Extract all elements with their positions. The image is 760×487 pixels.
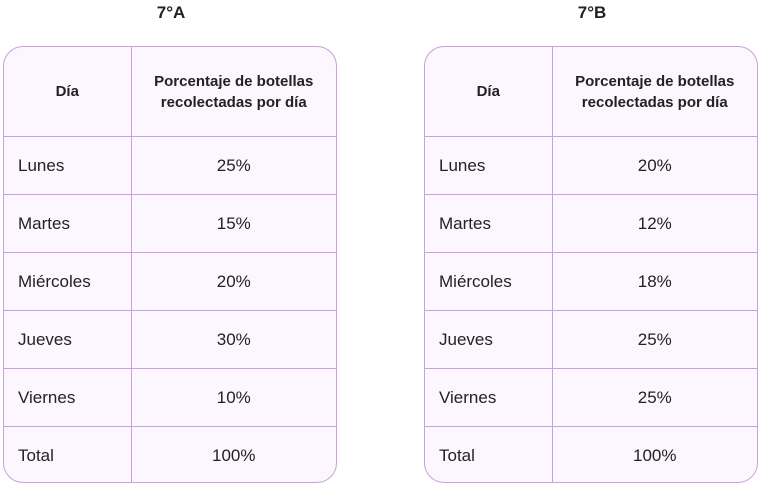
bottles-table: Día Porcentaje de botellas recolectadas …	[4, 47, 336, 482]
percentage-column-header: Porcentaje de botellas recolectadas por …	[131, 47, 336, 137]
table-card: Día Porcentaje de botellas recolectadas …	[424, 46, 758, 483]
total-value-cell: 100%	[633, 445, 677, 465]
day-cell: Viernes	[4, 368, 132, 427]
day-column-header: Día	[425, 47, 553, 137]
header-row: Día Porcentaje de botellas recolectadas …	[4, 47, 336, 137]
day-cell: Miércoles	[4, 252, 132, 311]
day-cell: Jueves	[425, 310, 553, 369]
table-row: Miércoles 20%	[4, 252, 336, 311]
table-row: Lunes 20%	[425, 136, 757, 195]
table-block-7a: 7°A Día Porcentaje de botellas recolecta…	[3, 0, 339, 483]
day-cell: Viernes	[425, 368, 553, 427]
total-label-cell: Total	[425, 426, 553, 482]
day-cell: Lunes	[4, 136, 132, 195]
percentage-cell: 12%	[552, 194, 757, 253]
table-row: Lunes 25%	[4, 136, 336, 195]
day-column-header: Día	[4, 47, 132, 137]
percentage-cell: 15%	[131, 194, 336, 253]
percentage-cell: 25%	[552, 368, 757, 427]
table-row: Martes 15%	[4, 194, 336, 253]
total-row: Total 100%	[425, 426, 757, 482]
table-row: Martes 12%	[425, 194, 757, 253]
table-row: Jueves 25%	[425, 310, 757, 369]
table-card: Día Porcentaje de botellas recolectadas …	[3, 46, 337, 483]
table-row: Jueves 30%	[4, 310, 336, 369]
table-title: 7°A	[156, 3, 186, 22]
table-row: Viernes 25%	[425, 368, 757, 427]
percentage-cell: 25%	[131, 136, 336, 195]
table-title: 7°B	[577, 3, 607, 22]
total-value-cell: 100%	[212, 445, 256, 465]
table-block-7b: 7°B Día Porcentaje de botellas recolecta…	[424, 0, 760, 483]
percentage-header-text: Porcentaje de botellas recolectadas por …	[154, 72, 314, 111]
percentage-cell: 18%	[552, 252, 757, 311]
day-cell: Jueves	[4, 310, 132, 369]
table-row: Viernes 10%	[4, 368, 336, 427]
percentage-cell: 25%	[552, 310, 757, 369]
total-label-cell: Total	[4, 426, 132, 482]
day-cell: Miércoles	[425, 252, 553, 311]
header-row: Día Porcentaje de botellas recolectadas …	[425, 47, 757, 137]
percentage-cell: 20%	[552, 136, 757, 195]
percentage-cell: 10%	[131, 368, 336, 427]
day-cell: Martes	[4, 194, 132, 253]
total-row: Total 100%	[4, 426, 336, 482]
day-cell: Martes	[425, 194, 553, 253]
percentage-cell: 20%	[131, 252, 336, 311]
percentage-column-header: Porcentaje de botellas recolectadas por …	[552, 47, 757, 137]
day-cell: Lunes	[425, 136, 553, 195]
table-row: Miércoles 18%	[425, 252, 757, 311]
bottles-table: Día Porcentaje de botellas recolectadas …	[425, 47, 757, 482]
percentage-cell: 30%	[131, 310, 336, 369]
percentage-header-text: Porcentaje de botellas recolectadas por …	[575, 72, 735, 111]
